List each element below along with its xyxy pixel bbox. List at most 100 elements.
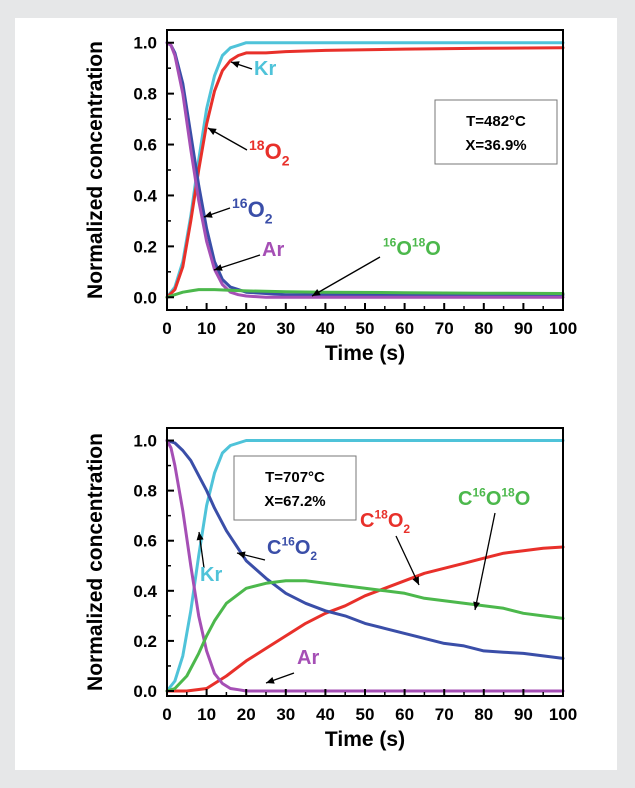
x-axis-label: Time (s) [325,728,405,751]
series-label-C18O2: C18O2 [360,508,410,536]
label-superscript: 16 [472,486,486,500]
condition-box [434,99,558,165]
annotation-arrow [474,512,496,611]
label-superscript: 16 [232,195,248,211]
annotation-arrow [213,254,261,271]
x-axis-label: Time (s) [325,342,405,365]
x-tick-label: 20 [237,705,256,724]
arrow-head [208,128,217,135]
label-text: O [425,238,441,260]
y-tick-label: 0.2 [133,237,157,256]
series-line-C16O18O [165,579,565,693]
condition-text: X=36.9% [465,137,526,154]
x-tick-label: 30 [276,319,295,338]
x-tick-label: 50 [356,319,375,338]
series-label-18O2: 18O2 [249,137,290,169]
arrow-head [412,576,419,585]
y-tick-label: 0.6 [133,532,157,551]
label-superscript: 18 [249,137,265,153]
x-tick-label: 60 [395,705,414,724]
y-tick-label: 0.0 [133,288,157,307]
chart-panel-1: 0 10 20 30 40 50 60 70 80 90 100 0.0 0.2 0.4 0.6 0.8 1.0… [84,29,577,365]
condition-text: T=482°C [466,113,526,130]
series-line-Kr [165,41,565,299]
label-subscript: 2 [403,522,410,536]
label-text: Ar [262,239,284,261]
series-line-16O2 [165,41,565,297]
y-tick-label: 0.8 [133,482,157,501]
annotation-arrow [311,256,381,297]
series-label-16O2: 16O2 [232,195,273,227]
arrow-head [473,601,480,610]
y-tick-label: 1.0 [133,432,157,451]
x-tick-label: 0 [162,319,171,338]
y-tick-label: 0.4 [133,582,157,601]
arrow-head [231,61,240,68]
label-text: O [248,197,265,222]
series-line-C18O2 [165,545,565,693]
label-text: Kr [254,58,276,80]
series-line-16O18O [165,288,565,299]
plot-frame [166,29,564,311]
arrow-head [237,551,246,559]
label-subscript: 2 [265,211,273,227]
y-axis-label: Normalized concentration [84,41,107,299]
label-text: O [265,139,282,164]
plot-frame [166,427,564,697]
label-text: O [388,510,404,532]
series-label-Ar: Ar [297,647,319,669]
series-line-18O2 [165,46,565,299]
label-superscript: 16 [281,535,295,549]
label-superscript: 18 [501,486,515,500]
label-text: O [486,488,502,510]
label-text: C [267,537,281,559]
y-tick-label: 0.0 [133,682,157,701]
series-label-Kr: Kr [200,564,222,586]
y-axis-label: Normalized concentration [84,433,107,691]
x-tick-label: 10 [197,319,216,338]
x-tick-label: 100 [549,705,577,724]
label-text: C [458,488,472,510]
x-tick-label: 20 [237,319,256,338]
arrow-head [196,532,204,541]
arrow-head [214,264,223,271]
condition-box [233,455,357,521]
x-tick-label: 60 [395,319,414,338]
label-text: Ar [297,647,319,669]
arrow-head [204,211,213,218]
label-text: O [295,537,311,559]
y-tick-label: 1.0 [133,34,157,53]
y-tick-label: 0.6 [133,136,157,155]
x-tick-label: 80 [474,319,493,338]
label-text: C [360,510,374,532]
x-tick-label: 40 [316,705,335,724]
x-tick-label: 70 [435,705,454,724]
label-subscript: 2 [282,153,290,169]
x-tick-label: 90 [514,705,533,724]
y-tick-label: 0.4 [133,186,157,205]
label-text: O [396,238,412,260]
label-subscript: 2 [310,549,317,563]
x-tick-label: 70 [435,319,454,338]
series-label-16O18O: 16O18O [383,236,441,260]
condition-text: X=67.2% [264,493,325,510]
x-tick-label: 10 [197,705,216,724]
series-label-C16O18O: C16O18O [458,486,530,510]
series-label-Ar: Ar [262,239,284,261]
arrow-head [266,677,275,684]
label-superscript: 18 [374,508,388,522]
x-tick-label: 100 [549,319,577,338]
chart-panel-2: 0 10 20 30 40 50 60 70 80 90 100 0.0 0.2 0.4 0.6 0.8 1.0… [84,427,577,751]
x-tick-label: 80 [474,705,493,724]
label-text: Kr [200,564,222,586]
label-superscript: 18 [412,236,426,250]
series-line-C16O2 [165,439,565,660]
x-tick-label: 0 [162,705,171,724]
series-label-Kr: Kr [254,58,276,80]
x-tick-label: 30 [276,705,295,724]
x-tick-label: 40 [316,319,335,338]
y-tick-label: 0.2 [133,632,157,651]
label-superscript: 16 [383,236,397,250]
series-label-C16O2: C16O2 [267,535,317,563]
